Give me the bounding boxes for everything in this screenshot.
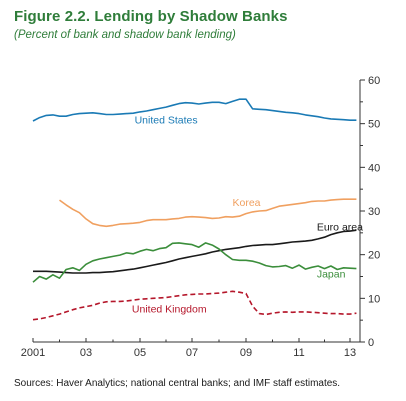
series-label-korea: Korea [233, 197, 261, 209]
x-tick-label: 09 [240, 347, 252, 359]
x-tick-label: 05 [134, 347, 146, 359]
series-label-euro-area: Euro area [317, 222, 363, 234]
chart-subtitle: (Percent of bank and shadow bank lending… [14, 29, 236, 41]
y-tick-label: 30 [368, 206, 380, 218]
y-tick-label: 40 [368, 162, 380, 174]
chart-title: Figure 2.2. Lending by Shadow Banks [14, 8, 288, 25]
y-tick-label: 50 [368, 119, 380, 131]
x-tick-label: 2001 [21, 347, 45, 359]
series-label-united-kingdom: United Kingdom [132, 304, 207, 316]
series-label-japan: Japan [317, 268, 346, 280]
y-tick-label: 0 [368, 337, 374, 349]
x-tick-label: 11 [293, 347, 304, 359]
x-tick-label: 07 [186, 347, 198, 359]
series-line-euro-area [33, 229, 357, 274]
y-tick-label: 20 [368, 250, 380, 262]
x-tick-label: 03 [80, 347, 92, 359]
x-tick-label: 13 [344, 347, 356, 359]
series-line-korea [59, 198, 357, 228]
source-note: Sources: Haver Analytics; national centr… [14, 378, 341, 389]
y-tick-label: 10 [368, 293, 380, 305]
series-line-japan [32, 242, 357, 283]
series-line-united-states [32, 98, 357, 122]
series-label-united-states: United States [135, 115, 198, 127]
y-tick-label: 60 [368, 75, 380, 87]
